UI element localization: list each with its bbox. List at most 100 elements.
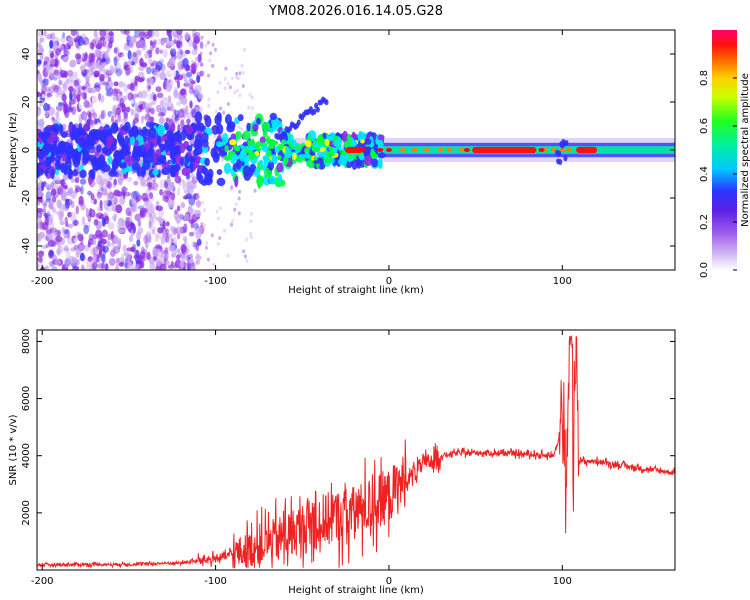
- spectrogram-cell: [146, 78, 151, 83]
- spectrogram-cell: [41, 181, 45, 192]
- spectrogram-cell: [115, 169, 122, 178]
- spectrogram-cell: [91, 61, 95, 72]
- spectrogram-cell: [156, 205, 164, 212]
- spectrogram-cell: [177, 47, 183, 55]
- spectrogram-cell: [129, 206, 136, 213]
- spectrogram-cell: [192, 39, 197, 50]
- spectrogram-cell: [218, 81, 222, 86]
- spectrogram-cell: [304, 151, 310, 159]
- colorbar-tick-label: 0.2: [699, 214, 710, 230]
- spectrogram-cell: [57, 72, 62, 80]
- spectrogram-cell: [56, 143, 66, 154]
- spectrogram-cell: [385, 148, 392, 152]
- snr-y-tick-label: 8000: [21, 329, 32, 354]
- spectrogram-cell: [51, 196, 57, 203]
- spectrogram-cell: [90, 209, 95, 216]
- spectrogram-cell: [64, 47, 68, 57]
- spectrogram-cell: [121, 144, 130, 153]
- spectrogram-cell: [135, 196, 140, 204]
- spectrogram-cell: [194, 139, 200, 149]
- spectrogram-cell: [183, 76, 188, 83]
- spectrogram-cell: [259, 159, 264, 167]
- spectrogram-cell: [113, 178, 118, 186]
- spectrogram-cell: [77, 200, 85, 207]
- spectrogram-cell: [196, 194, 200, 200]
- spectrogram-cell: [190, 67, 197, 74]
- spectrogram-cell: [249, 231, 253, 236]
- spectrogram-cell: [176, 80, 181, 89]
- spectrogram-cell: [177, 212, 183, 219]
- spectrogram-cell: [157, 38, 162, 45]
- snr-frame: [36, 329, 676, 571]
- spectrogram-cell: [148, 102, 153, 109]
- spectrogram-cell: [42, 83, 47, 92]
- spectrogram-cell: [69, 90, 73, 101]
- spectrogram-cell: [60, 178, 65, 188]
- colorbar-gradient: [712, 30, 737, 270]
- spectrogram-cell: [368, 136, 374, 148]
- spectrogram-cell: [559, 148, 566, 152]
- spectrogram-cell: [89, 66, 94, 73]
- spectrogram-cell: [351, 158, 358, 170]
- spectrogram-cell: [242, 130, 251, 141]
- spectrogram-cell: [161, 167, 171, 176]
- colorbar-tick-label: 0.8: [699, 70, 710, 86]
- spectrogram-cell: [61, 93, 67, 102]
- spectrogram-cell: [159, 263, 167, 270]
- spectrogram-cell: [138, 31, 146, 40]
- spectrogram-cell: [185, 71, 193, 78]
- spectrogram-cell: [98, 93, 105, 104]
- spectrogram-cell: [106, 79, 114, 89]
- spectrogram-cell: [124, 135, 130, 146]
- spectrogram-cell: [63, 175, 69, 181]
- spectrogram-cell: [37, 188, 43, 198]
- spectrogram-cell: [106, 240, 111, 247]
- spectrogram-cell: [103, 39, 109, 49]
- spectrogram-cell: [39, 37, 44, 43]
- spectrogram-cell: [108, 257, 116, 267]
- spectrogram-cell: [115, 68, 122, 77]
- spectrogram-cell: [155, 61, 163, 71]
- spectrogram-cell: [126, 92, 132, 101]
- spectrogram-cell: [296, 119, 301, 126]
- spectrogram-cell: [43, 30, 47, 37]
- spectrogram-cell: [194, 84, 202, 94]
- spectrogram-cell: [167, 264, 175, 269]
- spectrogram-cell: [101, 217, 106, 227]
- spectrogram-cell: [96, 194, 102, 200]
- spectrogram-cell: [38, 99, 44, 107]
- spectrogram-cell: [37, 210, 43, 219]
- spectrogram-cell: [87, 256, 93, 262]
- spectrogram-cell: [99, 30, 106, 38]
- spectrogram-cell: [60, 73, 66, 78]
- spectrogram-cell: [49, 52, 55, 59]
- spectrogram-cell: [48, 261, 55, 267]
- spectrogram-y-tick-label: 40: [21, 48, 32, 61]
- spectrogram-cell: [61, 226, 65, 234]
- spectrogram-cell: [304, 140, 312, 148]
- spectrogram-cell: [324, 99, 329, 106]
- spectrogram-cell: [248, 152, 256, 160]
- spectrogram-cell: [165, 79, 169, 85]
- spectrogram-y-tick-label: -40: [21, 238, 32, 254]
- spectrogram-cell: [68, 71, 73, 78]
- spectrogram-cell: [155, 47, 160, 55]
- spectrogram-cell: [91, 94, 98, 104]
- spectrogram-cell: [155, 244, 161, 250]
- spectrogram-cell: [190, 172, 195, 180]
- spectrogram-cell: [42, 131, 49, 140]
- spectrogram-cell: [216, 216, 220, 221]
- spectrogram-cell: [49, 32, 56, 40]
- spectrogram-cell: [37, 212, 41, 219]
- spectrogram-cell: [230, 222, 234, 227]
- spectrogram-cell: [94, 159, 101, 171]
- spectrogram-cell: [110, 230, 114, 240]
- spectrogram-cell: [95, 229, 103, 238]
- spectrogram-cell: [110, 115, 115, 124]
- spectrogram-cell: [249, 219, 253, 224]
- spectrogram-cell: [190, 262, 196, 267]
- spectrogram-cell: [148, 93, 153, 101]
- spectrogram-cell: [313, 156, 318, 161]
- snr-x-axis: -200 -100 0 100: [31, 330, 572, 587]
- spectrogram-cell: [363, 155, 373, 167]
